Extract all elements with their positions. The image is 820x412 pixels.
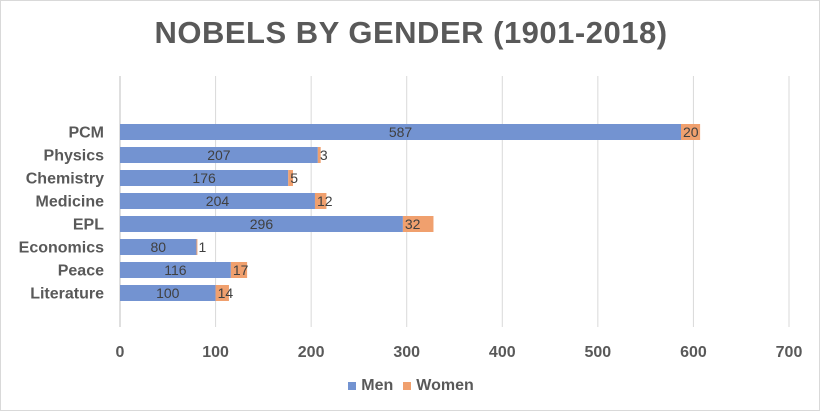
data-label-women: 20	[683, 124, 699, 140]
x-tick-label: 0	[116, 344, 125, 361]
bar-men	[120, 124, 682, 140]
bar-women	[314, 193, 327, 209]
category-label: Medicine	[36, 194, 105, 211]
x-tick-label: 600	[680, 344, 707, 361]
legend-swatch-women	[403, 382, 412, 390]
x-tick-label: 500	[585, 344, 612, 361]
data-label-women: 1	[198, 239, 206, 255]
category-label: PCM	[68, 125, 104, 142]
chart-legend: Men Women	[1, 377, 820, 395]
data-label-men: 176	[192, 170, 216, 186]
legend-swatch-men	[348, 382, 357, 390]
data-label-men: 204	[206, 193, 230, 209]
bar-men	[120, 147, 318, 163]
category-label: Literature	[30, 286, 104, 303]
x-tick-label: 100	[202, 344, 229, 361]
legend-label-men: Men	[361, 377, 394, 394]
bar-men	[120, 285, 216, 301]
x-tick-label: 700	[776, 344, 803, 361]
data-label-women: 3	[320, 147, 328, 163]
chart-title: NOBELS BY GENDER (1901-2018)	[154, 15, 668, 50]
bar-men	[120, 216, 403, 232]
category-label: Economics	[19, 240, 104, 257]
bar-men	[120, 239, 197, 255]
bar-women	[230, 262, 248, 278]
data-label-women: 17	[233, 262, 249, 278]
data-label-women: 5	[290, 170, 298, 186]
bar-women	[681, 124, 701, 140]
category-label: EPL	[73, 217, 104, 234]
data-label-women: 32	[405, 216, 421, 232]
x-tick-label: 200	[298, 344, 325, 361]
x-tick-label: 300	[393, 344, 420, 361]
data-label-women: 14	[218, 285, 234, 301]
data-label-men: 116	[164, 262, 187, 278]
x-tick-label: 400	[489, 344, 516, 361]
bar-women	[215, 285, 229, 301]
bar-men	[120, 193, 315, 209]
data-label-men: 587	[389, 124, 413, 140]
data-label-men: 296	[250, 216, 274, 232]
category-label: Chemistry	[26, 171, 104, 188]
bar-men	[120, 262, 231, 278]
category-label: Physics	[44, 148, 105, 165]
legend-item-women: Women	[403, 377, 474, 395]
bar-women	[288, 170, 293, 186]
data-label-women: 12	[317, 193, 333, 209]
legend-item-men: Men	[348, 377, 393, 395]
bar-men	[120, 170, 289, 186]
data-label-men: 100	[156, 285, 180, 301]
legend-label-women: Women	[416, 377, 474, 394]
data-label-men: 207	[207, 147, 231, 163]
bar-women	[402, 216, 434, 232]
bar-women	[317, 147, 321, 163]
category-label: Peace	[58, 263, 104, 280]
bar-women	[196, 239, 198, 255]
data-label-men: 80	[150, 239, 166, 255]
